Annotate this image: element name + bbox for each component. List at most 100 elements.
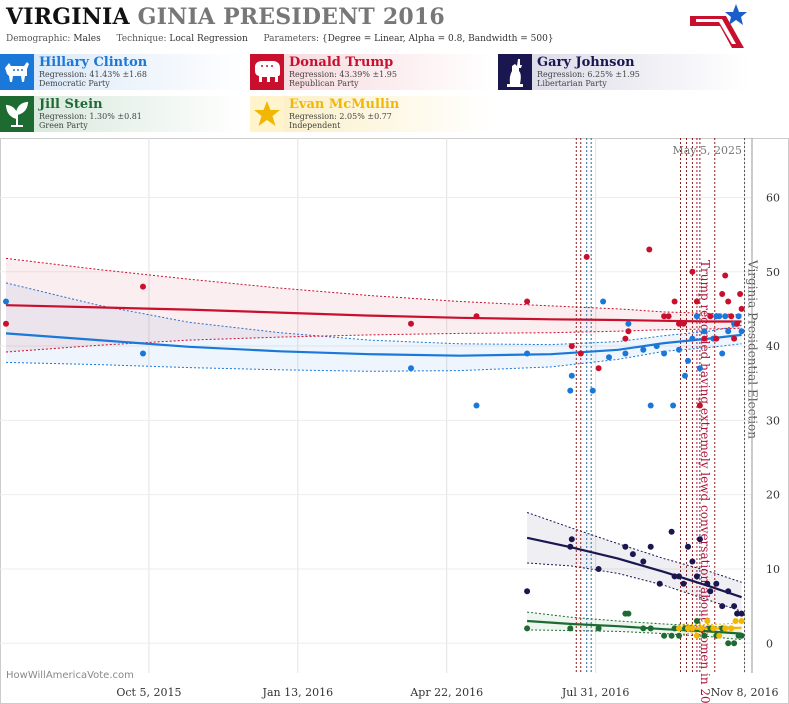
x-tick-label: Apr 22, 2016 [409, 686, 483, 699]
parameters-value: {Degree = Linear, Alpha = 0.8, Bandwidth… [321, 34, 554, 44]
poll-point [524, 588, 531, 595]
poll-point [646, 246, 653, 253]
poll-point [722, 313, 729, 320]
poll-point [671, 625, 678, 632]
poll-point [668, 528, 675, 535]
poll-point [693, 298, 700, 305]
poll-point [629, 551, 636, 558]
candidate-name: Gary Johnson [537, 55, 635, 70]
poll-point [668, 632, 675, 639]
poll-point [737, 291, 744, 297]
liberty-statue-icon [498, 54, 532, 90]
site-logo [690, 4, 747, 48]
poll-point [685, 543, 691, 550]
poll-point [734, 610, 741, 617]
poll-point [625, 610, 632, 617]
poll-point [680, 320, 687, 327]
poll-point [647, 543, 654, 550]
y-tick-label: 0 [766, 637, 773, 650]
poll-point [685, 625, 691, 632]
poll-point [473, 402, 480, 409]
poll-point [589, 387, 596, 394]
technique-value: Local Regression [169, 34, 248, 44]
x-tick-label: Nov 8, 2016 [711, 686, 779, 699]
poll-point [622, 543, 629, 550]
poll-point [567, 625, 574, 632]
poll-point [716, 313, 723, 320]
star-icon [250, 96, 284, 132]
poll-point [725, 298, 732, 305]
poll-point [676, 346, 682, 353]
candidate-name: Donald Trump [289, 55, 394, 70]
poll-point [738, 305, 745, 312]
poll-point [732, 618, 739, 624]
poll-point [647, 402, 654, 409]
poll-point [731, 335, 738, 342]
poll-point [3, 298, 9, 305]
y-tick-label: 30 [766, 414, 780, 427]
candidate-party: Independent [289, 121, 341, 130]
poll-point [568, 536, 575, 543]
poll-point [685, 357, 691, 364]
poll-point [689, 268, 696, 275]
poll-point [734, 320, 741, 327]
trend-line [526, 536, 742, 599]
poll-point [719, 350, 726, 357]
poll-point [682, 372, 688, 379]
poll-point [738, 632, 745, 639]
band-lower-line [5, 343, 742, 372]
poll-point [670, 402, 677, 409]
date-label: May 5, 2025 [672, 144, 742, 157]
poll-point [577, 350, 584, 357]
poll-point [728, 313, 735, 320]
poll-point [707, 588, 714, 595]
poll-point [676, 573, 682, 580]
poll-point [676, 625, 682, 632]
demographic-value: Males [73, 34, 101, 44]
poll-point [408, 365, 414, 372]
parameters-line: Demographic: Males Technique: Local Regr… [6, 34, 554, 44]
poll-point [625, 320, 632, 327]
poll-point [713, 335, 720, 342]
y-tick-label: 10 [766, 563, 780, 576]
poll-chart: Trump recorded having extremely lewd con… [0, 138, 789, 704]
band-upper-line [678, 622, 742, 626]
poll-point [698, 625, 705, 632]
band-upper-line [527, 611, 742, 629]
poll-point [689, 625, 696, 632]
poll-point [567, 543, 574, 550]
watermark: HowWillAmericaVote.com [6, 670, 134, 681]
poll-point [568, 372, 575, 379]
poll-point [3, 320, 9, 327]
poll-point [689, 335, 696, 342]
candidate-regression: Regression: 2.05% ±0.77 [289, 112, 392, 121]
poll-point [622, 335, 629, 342]
poll-point [728, 625, 735, 632]
confidence-band [6, 258, 742, 352]
candidate-regression: Regression: 43.39% ±1.95 [289, 70, 397, 79]
poll-point [738, 328, 745, 335]
poll-point [676, 320, 682, 327]
poll-point [725, 588, 732, 595]
poll-point [524, 350, 531, 357]
candidate-card-stein: Jill Stein Regression: 1.30% ±0.81 Green… [0, 96, 244, 132]
poll-point [710, 625, 717, 632]
poll-point [661, 350, 668, 357]
parameters-label: Parameters: [263, 34, 319, 44]
poll-point [722, 625, 729, 632]
poll-point [625, 328, 632, 335]
poll-point [731, 640, 738, 647]
poll-point [140, 350, 146, 357]
poll-point [693, 618, 700, 624]
candidate-card-clinton: Hillary Clinton Regression: 41.43% ±1.68… [0, 54, 244, 90]
poll-point [719, 603, 726, 610]
poll-point [689, 558, 696, 565]
poll-point [701, 328, 708, 335]
poll-point [693, 573, 700, 580]
poll-point [704, 618, 711, 624]
poll-point [701, 632, 708, 639]
chart-frame [0, 138, 789, 704]
poll-point [408, 320, 414, 327]
y-tick-label: 20 [766, 489, 780, 502]
poll-point [693, 632, 700, 639]
